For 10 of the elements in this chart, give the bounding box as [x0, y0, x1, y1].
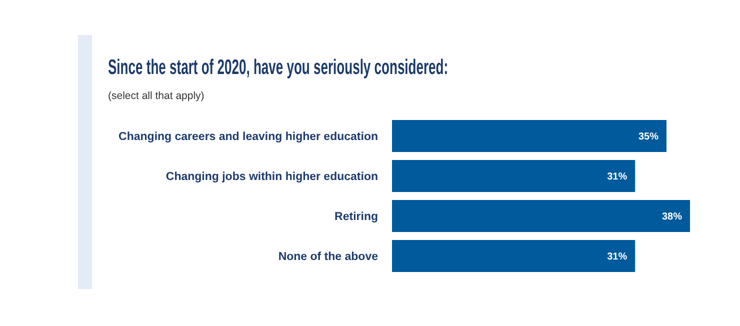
data-label: 35% [638, 132, 659, 143]
y-tick-label: Changing careers and leaving higher education [118, 131, 378, 144]
data-label: 38% [662, 212, 682, 223]
y-tick-label: Retiring [334, 211, 378, 224]
chart-title: Since the start of 2020, have you seriously considered: [108, 56, 448, 80]
data-label: 31% [607, 252, 628, 263]
data-label: 31% [607, 172, 628, 183]
y-tick-label: None of the above [278, 251, 378, 264]
text: (select all that apply) [108, 90, 204, 102]
y-tick-label: Changing jobs within higher education [166, 171, 378, 184]
